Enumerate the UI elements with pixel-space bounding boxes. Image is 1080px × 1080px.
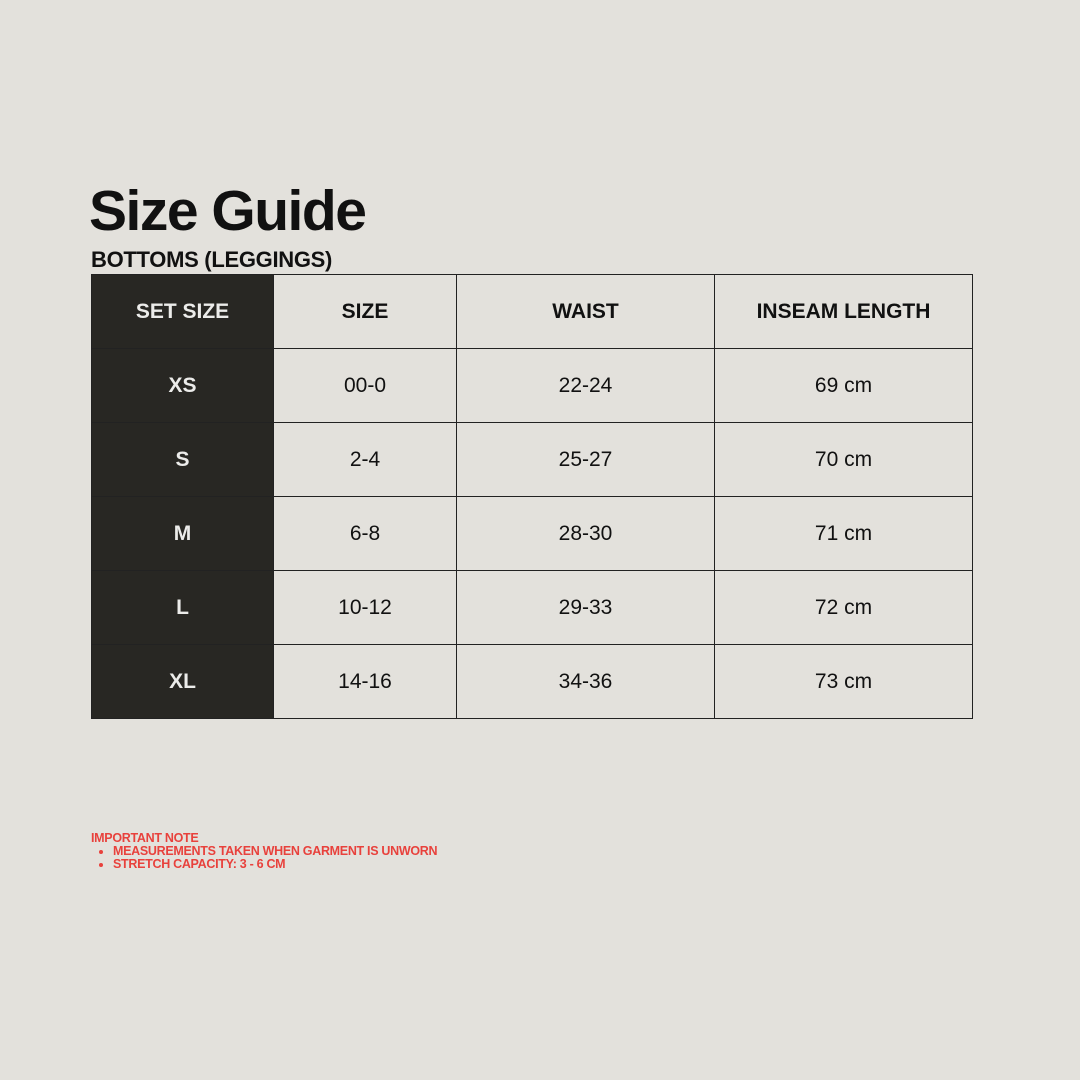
- waist-cell: 34-36: [456, 644, 715, 719]
- inseam-cell: 71 cm: [714, 496, 973, 571]
- note-list: MEASUREMENTS TAKEN WHEN GARMENT IS UNWOR…: [91, 845, 438, 871]
- set-size-cell: S: [91, 422, 274, 497]
- table-row: S 2-4 25-27 70 cm: [91, 422, 973, 497]
- page-subtitle: BOTTOMS (LEGGINGS): [91, 247, 333, 272]
- inseam-cell: 70 cm: [714, 422, 973, 497]
- inseam-cell: 72 cm: [714, 570, 973, 645]
- table-row: XS 00-0 22-24 69 cm: [91, 348, 973, 423]
- table-header-row: SET SIZE SIZE WAIST INSEAM LENGTH: [91, 274, 973, 349]
- set-size-cell: XL: [91, 644, 274, 719]
- size-cell: 6-8: [273, 496, 457, 571]
- note-item: MEASUREMENTS TAKEN WHEN GARMENT IS UNWOR…: [113, 845, 438, 858]
- size-table: SET SIZE SIZE WAIST INSEAM LENGTH XS 00-…: [91, 274, 973, 719]
- header-inseam-length: INSEAM LENGTH: [714, 274, 973, 349]
- table-row: XL 14-16 34-36 73 cm: [91, 644, 973, 719]
- size-cell: 2-4: [273, 422, 457, 497]
- header-waist: WAIST: [456, 274, 715, 349]
- waist-cell: 28-30: [456, 496, 715, 571]
- table-row: M 6-8 28-30 71 cm: [91, 496, 973, 571]
- important-note: IMPORTANT NOTE MEASUREMENTS TAKEN WHEN G…: [91, 831, 438, 871]
- size-cell: 14-16: [273, 644, 457, 719]
- set-size-cell: XS: [91, 348, 274, 423]
- header-size: SIZE: [273, 274, 457, 349]
- size-cell: 00-0: [273, 348, 457, 423]
- note-item: STRETCH CAPACITY: 3 - 6 CM: [113, 858, 437, 871]
- table-row: L 10-12 29-33 72 cm: [91, 570, 973, 645]
- inseam-cell: 73 cm: [714, 644, 973, 719]
- waist-cell: 25-27: [456, 422, 715, 497]
- waist-cell: 29-33: [456, 570, 715, 645]
- set-size-cell: M: [91, 496, 274, 571]
- header-set-size: SET SIZE: [91, 274, 274, 349]
- page-title: Size Guide: [89, 179, 367, 243]
- note-heading: IMPORTANT NOTE: [91, 831, 199, 845]
- inseam-cell: 69 cm: [714, 348, 973, 423]
- set-size-cell: L: [91, 570, 274, 645]
- size-cell: 10-12: [273, 570, 457, 645]
- waist-cell: 22-24: [456, 348, 715, 423]
